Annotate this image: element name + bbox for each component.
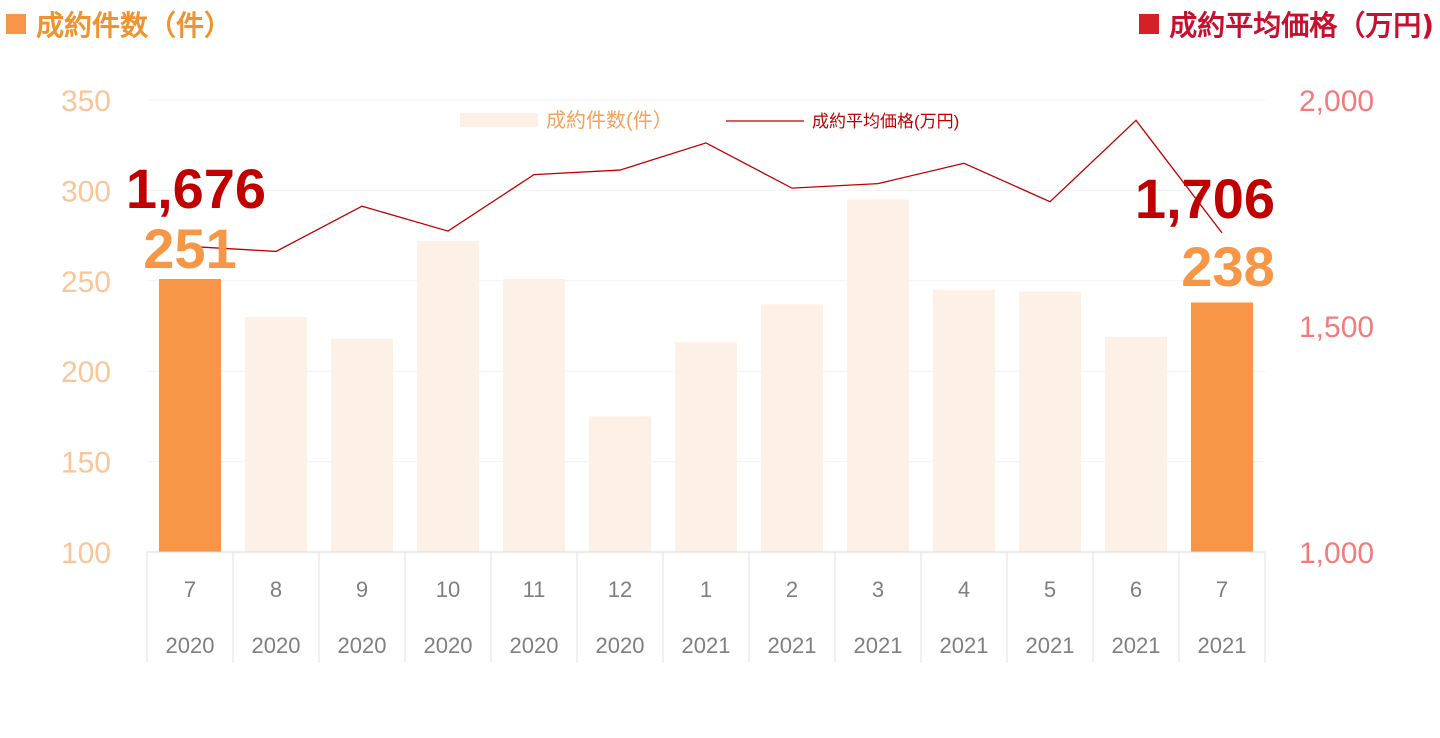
left-tick-label: 100 [61,537,111,570]
category-table [146,551,1266,663]
x-tick-year: 2021 [854,633,903,658]
left-y-axis: 100 150 200 250 300 350 [61,85,111,570]
legend-line-label: 成約平均価格(万円) [812,112,959,131]
x-tick-year: 2020 [252,633,301,658]
x-tick-month: 9 [356,577,368,602]
x-tick-month: 11 [523,577,546,602]
red-square-icon [1139,14,1160,34]
bar [245,316,307,552]
left-tick-label: 200 [61,356,111,389]
legend: 成約件数(件） 成約平均価格(万円) [460,109,959,132]
x-tick-year: 2021 [1112,633,1161,658]
left-tick-label: 250 [61,266,111,299]
x-tick-year: 2021 [1026,633,1075,658]
right-y-axis: 1,000 1,500 2,000 [1299,85,1374,570]
x-tick-year: 2021 [940,633,989,658]
x-tick-month: 7 [184,577,196,602]
right-axis-title: 成約平均価格（万円) [1139,4,1434,44]
x-tick-month: 5 [1044,577,1056,602]
orange-square-icon [6,14,26,34]
x-tick-month: 10 [436,577,460,602]
bar [1019,291,1081,552]
x-tick-month: 6 [1130,577,1142,602]
x-tick-year: 2020 [596,633,645,658]
x-tick-month: 8 [270,577,282,602]
x-tick-year: 2020 [510,633,559,658]
right-tick-label: 2,000 [1299,85,1374,118]
x-tick-month: 2 [786,577,798,602]
bar [331,338,393,552]
bar [417,241,479,553]
left-axis-title: 成約件数（件） [6,4,232,44]
legend-bar-swatch [460,113,538,127]
callout-first-price: 1,676 [126,157,266,220]
left-tick-label: 150 [61,447,111,480]
bar [503,278,565,552]
left-title-text: 成約件数（件） [36,9,233,42]
bar [589,416,651,552]
left-tick-label: 300 [61,175,111,208]
x-tick-month: 4 [958,577,970,602]
right-tick-label: 1,000 [1299,537,1374,570]
x-tick-year: 2020 [166,633,215,658]
line-series [189,119,1223,253]
x-tick-month: 7 [1216,577,1228,602]
x-tick-year: 2021 [768,633,817,658]
bar [847,199,909,552]
bar [933,289,995,552]
x-tick-year: 2021 [682,633,731,658]
bar [761,304,823,552]
callout-first-count: 251 [143,217,236,280]
x-tick-year: 2020 [424,633,473,658]
callout-last-price: 1,706 [1135,167,1275,230]
x-tick-year: 2020 [338,633,387,658]
price-line [189,119,1223,253]
left-tick-label: 350 [61,85,111,118]
bar [1191,302,1253,552]
bar [675,342,737,552]
bar [159,278,221,552]
x-axis-labels: 7 2020 8 2020 9 2020 10 2020 11 2020 12 2020 1 2021 2 2… [166,577,1247,658]
x-tick-month: 12 [608,577,632,602]
callout-last-count: 238 [1181,235,1274,298]
x-tick-year: 2021 [1198,633,1247,658]
bar-series [159,199,1253,553]
legend-bar-label: 成約件数(件） [546,109,673,132]
x-tick-month: 3 [872,577,884,602]
callouts: 1,676 251 1,706 238 [126,157,1275,298]
right-tick-label: 1,500 [1299,311,1374,344]
x-tick-month: 1 [700,577,712,602]
right-title-text: 成約平均価格（万円) [1169,9,1434,42]
bar [1105,336,1167,552]
